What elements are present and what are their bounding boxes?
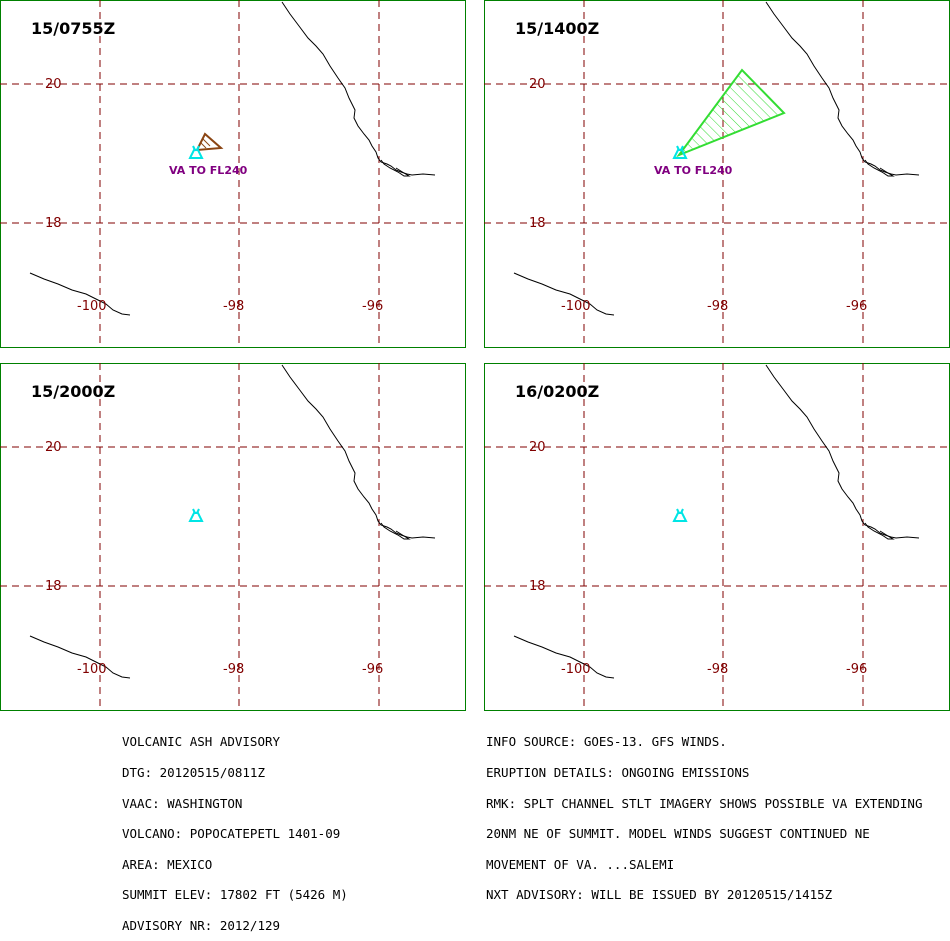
- advisory-line: VOLCANIC ASH ADVISORY: [122, 734, 281, 750]
- coastline-bay-detail: [864, 159, 895, 177]
- lat-label-18: 18: [529, 216, 546, 231]
- volcano-icon: [188, 508, 204, 522]
- lat-label-20: 20: [45, 77, 62, 92]
- lat-lon-grid: [0, 363, 466, 711]
- map-canvas: 20 18 -100 -98 -96 15/2000Z: [0, 363, 466, 711]
- ash-label: VA TO FL240: [169, 164, 248, 177]
- valid-time: 15/2000Z: [31, 382, 115, 401]
- map-panel-1: 20 18 -100 -98 -96 VA TO FL240 15/0755Z: [0, 0, 466, 348]
- valid-time: 15/0755Z: [31, 19, 115, 38]
- lon-label-100: -100: [77, 662, 107, 677]
- coastline-gulf: [765, 364, 920, 539]
- advisory-info-right: INFO SOURCE: GOES-13. GFS WINDS. ERUPTIO…: [486, 717, 923, 911]
- ash-forecast-area: [676, 68, 786, 158]
- advisory-line: VAAC: WASHINGTON: [122, 795, 243, 811]
- coastline-pacific: [29, 272, 131, 316]
- advisory-line: AREA: MEXICO: [122, 856, 213, 872]
- map-panel-4: 20 18 -100 -98 -96 16/0200Z: [484, 363, 950, 711]
- lat-lon-grid: [484, 0, 950, 348]
- valid-time: 16/0200Z: [515, 382, 599, 401]
- advisory-line: SUMMIT ELEV: 17802 FT (5426 M): [122, 887, 348, 903]
- coastline-gulf: [281, 1, 436, 176]
- map-frame: [484, 363, 950, 711]
- advisory-line: RMK: SPLT CHANNEL STLT IMAGERY SHOWS POS…: [486, 795, 923, 811]
- lon-label-100: -100: [77, 299, 107, 314]
- coastline-bay-detail: [864, 522, 895, 540]
- map-canvas: 20 18 -100 -98 -96 16/0200Z: [484, 363, 950, 711]
- lon-label-98: -98: [707, 299, 728, 314]
- volcano-icon: [672, 508, 688, 522]
- ash-observed-area: [195, 132, 224, 152]
- volcano-icon: [188, 145, 204, 159]
- map-frame: [0, 0, 466, 348]
- lon-label-96: -96: [362, 662, 383, 677]
- coastline-bay-detail: [380, 522, 411, 540]
- lon-label-98: -98: [223, 299, 244, 314]
- map-panel-3: 20 18 -100 -98 -96 15/2000Z: [0, 363, 466, 711]
- map-canvas: 20 18 -100 -98 -96 VA TO FL240 15/1400Z: [484, 0, 950, 348]
- advisory-line: ERUPTION DETAILS: ONGOING EMISSIONS: [486, 765, 750, 780]
- advisory-line: 20NM NE OF SUMMIT. MODEL WINDS SUGGEST C…: [486, 826, 870, 842]
- lon-label-98: -98: [707, 662, 728, 677]
- lon-label-96: -96: [362, 299, 383, 314]
- advisory-line: NXT ADVISORY: WILL BE ISSUED BY 20120515…: [486, 887, 833, 903]
- coastline-bay-detail: [380, 159, 411, 177]
- coastline-pacific: [513, 272, 615, 316]
- advisory-info-left: VOLCANIC ASH ADVISORY DTG: 20120515/0811…: [122, 717, 348, 941]
- lat-label-20: 20: [45, 440, 62, 455]
- map-canvas: 20 18 -100 -98 -96 VA TO FL240 15/0755Z: [0, 0, 466, 348]
- volcano-icon: [672, 145, 688, 159]
- map-panel-2: 20 18 -100 -98 -96 VA TO FL240 15/1400Z: [484, 0, 950, 348]
- advisory-line: MOVEMENT OF VA. ...SALEMI: [486, 856, 675, 872]
- lat-label-18: 18: [45, 216, 62, 231]
- coastline-pacific: [513, 635, 615, 679]
- lon-label-98: -98: [223, 662, 244, 677]
- advisory-line: ADVISORY NR: 2012/129: [122, 917, 281, 933]
- map-frame: [0, 363, 466, 711]
- coastline-pacific: [29, 635, 131, 679]
- lon-label-96: -96: [846, 299, 867, 314]
- lat-label-18: 18: [529, 579, 546, 594]
- lat-label-20: 20: [529, 440, 546, 455]
- advisory-line: DTG: 20120515/0811Z: [122, 765, 265, 780]
- coastline-gulf: [281, 364, 436, 539]
- valid-time: 15/1400Z: [515, 19, 599, 38]
- lat-lon-grid: [0, 0, 466, 348]
- advisory-line: INFO SOURCE: GOES-13. GFS WINDS.: [486, 734, 727, 750]
- advisory-line: VOLCANO: POPOCATEPETL 1401-09: [122, 826, 341, 842]
- ash-label: VA TO FL240: [654, 164, 733, 177]
- coastline-gulf: [765, 1, 920, 176]
- lon-label-100: -100: [561, 299, 591, 314]
- lon-label-100: -100: [561, 662, 591, 677]
- map-frame: [484, 0, 950, 348]
- lon-label-96: -96: [846, 662, 867, 677]
- lat-label-20: 20: [529, 77, 546, 92]
- lat-lon-grid: [484, 363, 950, 711]
- lat-label-18: 18: [45, 579, 62, 594]
